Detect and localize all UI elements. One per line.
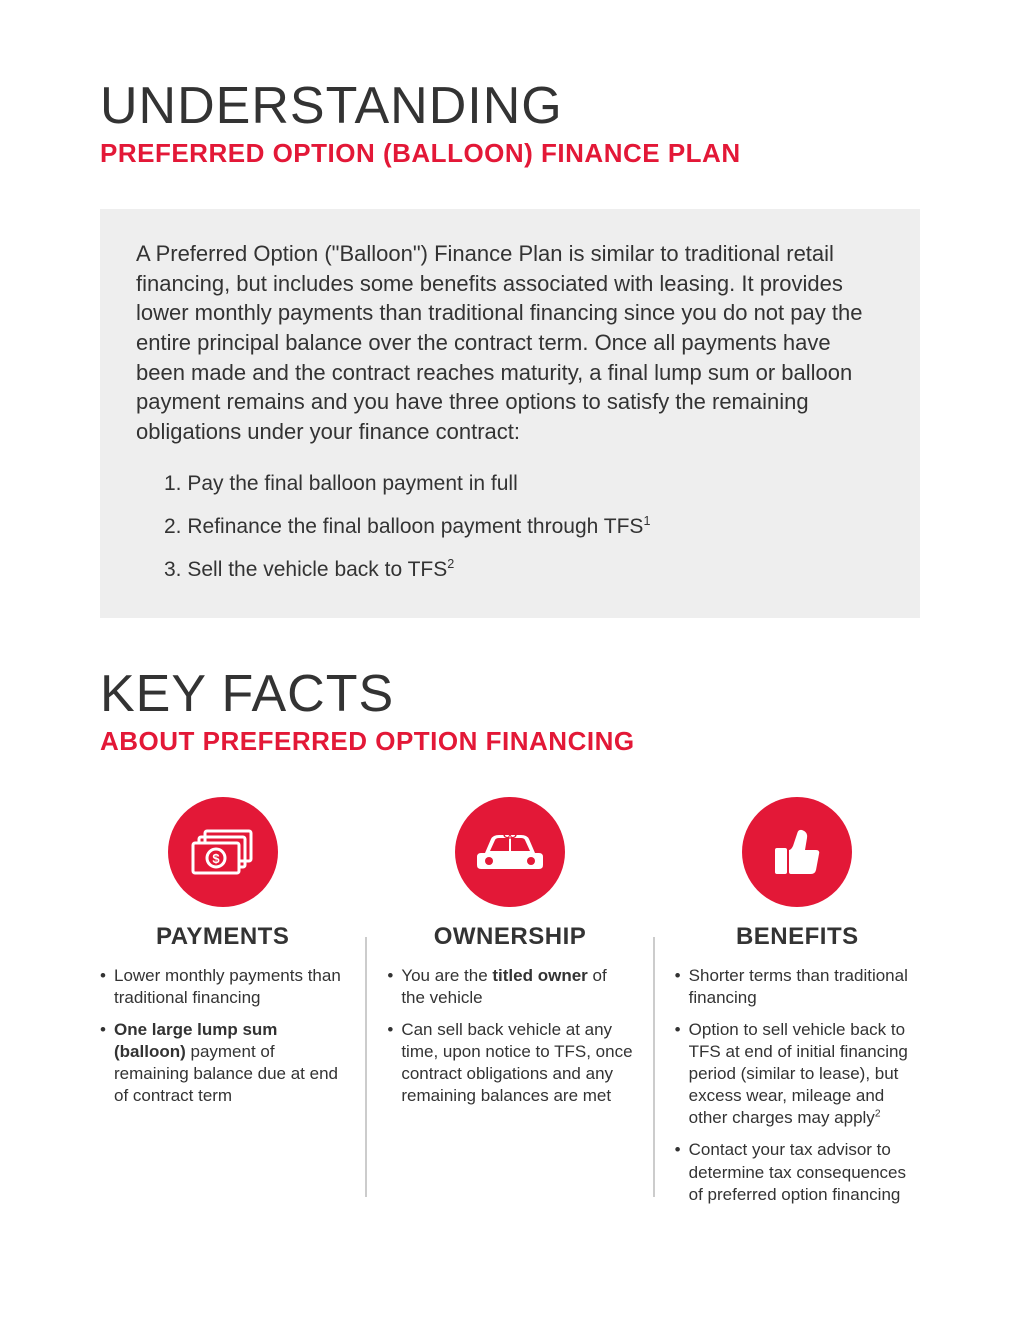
header: UNDERSTANDING PREFERRED OPTION (BALLOON)… [100,80,920,169]
column-title: BENEFITS [675,923,920,951]
intro-box: A Preferred Option ("Balloon") Finance P… [100,209,920,618]
option-text: Refinance the final balloon payment thro… [187,515,643,538]
bullet-item: Contact your tax advisor to determine ta… [675,1139,920,1205]
bullets-ownership: You are the titled owner of the vehicle … [387,965,632,1108]
bullet-item: Option to sell vehicle back to TFS at en… [675,1019,920,1129]
key-facts-section: KEY FACTS ABOUT PREFERRED OPTION FINANCI… [100,668,920,1216]
subtitle: PREFERRED OPTION (BALLOON) FINANCE PLAN [100,138,920,169]
column-payments: $ PAYMENTS Lower monthly payments than t… [100,797,365,1216]
thumbs-up-icon [742,797,852,907]
svg-text:$: $ [212,851,220,866]
bullets-benefits: Shorter terms than traditional financing… [675,965,920,1206]
option-text: Sell the vehicle back to TFS [187,558,447,581]
column-benefits: BENEFITS Shorter terms than traditional … [655,797,920,1216]
column-title: OWNERSHIP [387,923,632,951]
keyfacts-title: KEY FACTS [100,668,920,720]
car-icon [455,797,565,907]
option-num: 2. [164,515,182,538]
column-ownership: OWNERSHIP You are the titled owner of th… [367,797,652,1216]
bullet-item: Shorter terms than traditional financing [675,965,920,1009]
bullets-payments: Lower monthly payments than traditional … [100,965,345,1108]
option-sup: 1 [643,514,650,528]
keyfacts-subtitle: ABOUT PREFERRED OPTION FINANCING [100,726,920,757]
option-num: 3. [164,558,182,581]
intro-paragraph: A Preferred Option ("Balloon") Finance P… [136,239,884,447]
bullet-item: Lower monthly payments than traditional … [100,965,345,1009]
keyfacts-columns: $ PAYMENTS Lower monthly payments than t… [100,797,920,1216]
bullet-item: Can sell back vehicle at any time, upon … [387,1019,632,1107]
option-sup: 2 [447,557,454,571]
bullet-item: One large lump sum (balloon) payment of … [100,1019,345,1107]
bullet-item: You are the titled owner of the vehicle [387,965,632,1009]
money-icon: $ [168,797,278,907]
column-title: PAYMENTS [100,923,345,951]
main-title: UNDERSTANDING [100,80,920,132]
option-item: 2. Refinance the final balloon payment t… [164,514,884,539]
option-item: 1. Pay the final balloon payment in full [164,471,884,496]
option-text: Pay the final balloon payment in full [187,472,517,495]
option-num: 1. [164,472,182,495]
option-item: 3. Sell the vehicle back to TFS2 [164,557,884,582]
options-list: 1. Pay the final balloon payment in full… [136,471,884,582]
